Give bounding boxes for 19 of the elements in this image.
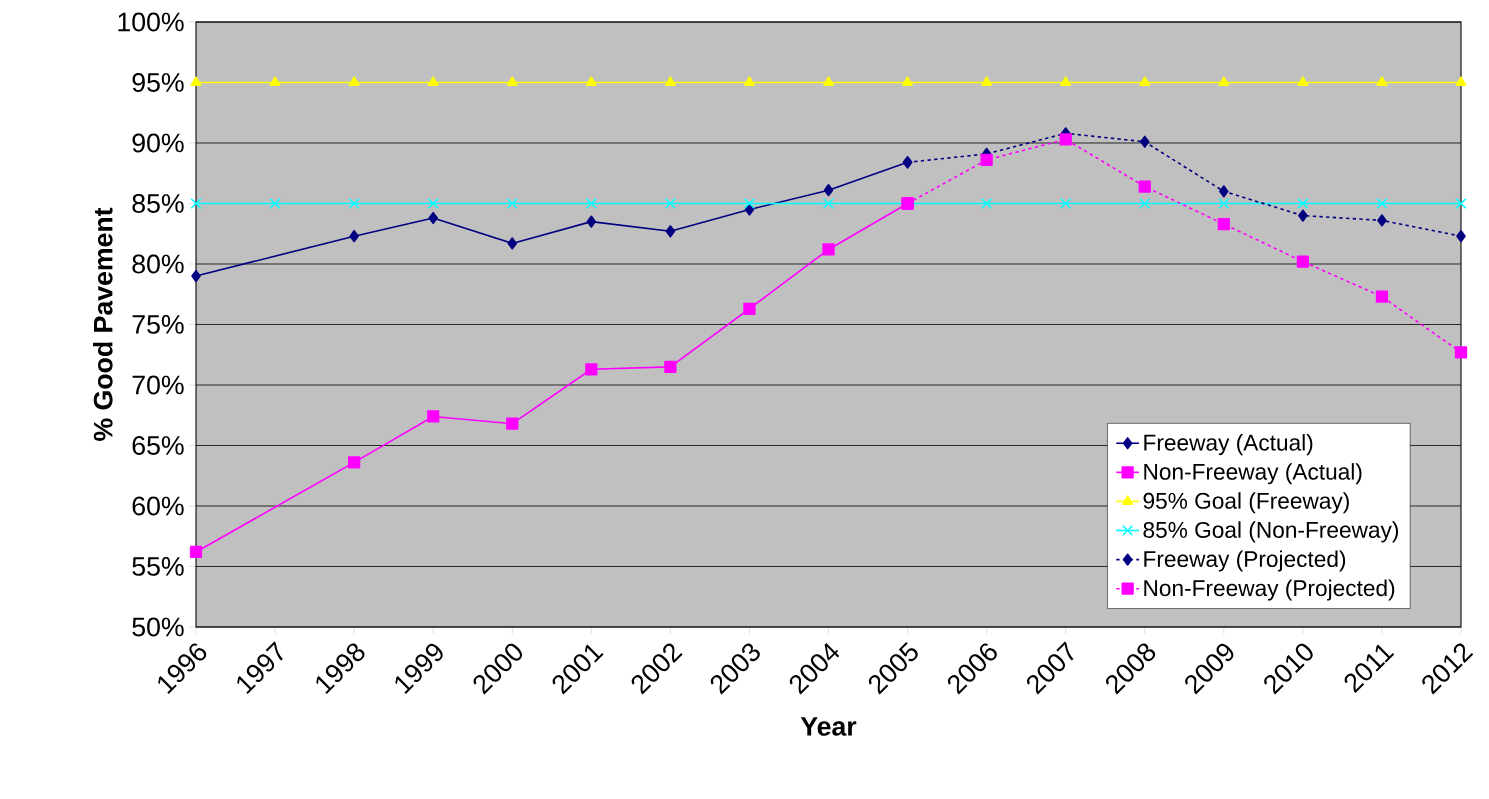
y-tick-label: 100% [118, 12, 184, 32]
y-tick-label: 85% [132, 194, 184, 213]
y-tick-label: 90% [132, 133, 184, 153]
legend-label: 95% Goal (Freeway) [1143, 492, 1349, 514]
legend-label: 85% Goal (Non-Freeway) [1143, 521, 1399, 543]
y-tick-label: 50% [132, 617, 184, 637]
y-tick-label: 80% [132, 254, 184, 274]
x-axis-title: Year [800, 717, 857, 736]
legend-label: Freeway (Actual) [1144, 434, 1313, 456]
y-tick-label: 60% [132, 496, 184, 516]
legend-label: Freeway (Projected) [1144, 550, 1346, 572]
y-tick-label: 95% [132, 73, 184, 92]
y-tick-label: 70% [132, 375, 184, 395]
legend-label: Non-Freeway (Projected) [1144, 579, 1395, 601]
legend-label: Non-Freeway (Actual) [1144, 463, 1362, 485]
y-tick-label: 55% [132, 557, 184, 576]
y-tick-label: 65% [132, 436, 184, 455]
y-axis-title: % Good Pavement [93, 207, 113, 441]
y-tick-label: 75% [132, 315, 184, 334]
